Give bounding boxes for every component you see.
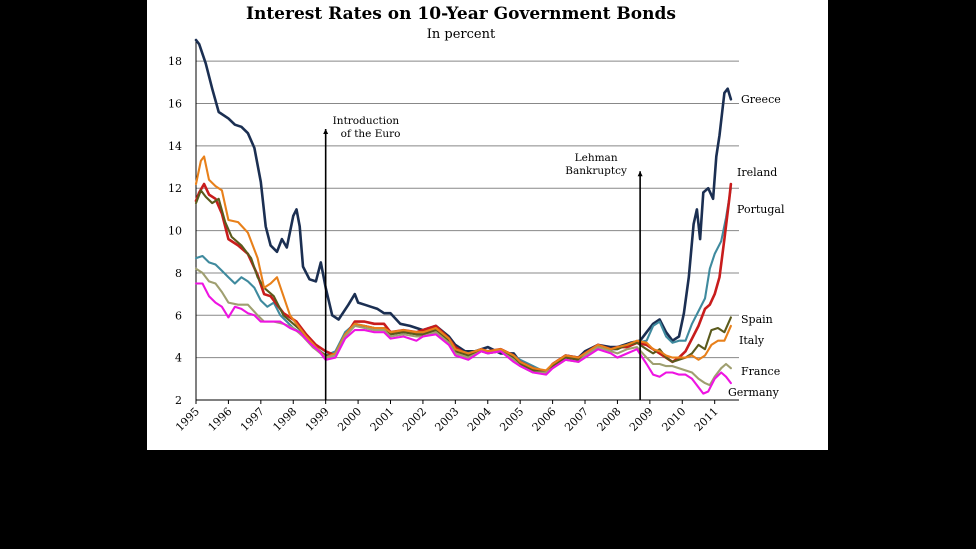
series-line-spain: [194, 189, 732, 374]
x-tick-label: 2009: [627, 405, 656, 434]
chart-subtitle: In percent: [427, 27, 496, 42]
series-line-germany: [194, 282, 732, 395]
y-tick-label: 6: [175, 309, 182, 322]
x-tick-label: 1998: [270, 405, 299, 434]
series-label-portugal: Portugal: [737, 203, 785, 216]
x-tick-label: 2010: [659, 405, 688, 434]
x-tick-label: 2000: [335, 405, 364, 434]
y-tick-label: 16: [168, 98, 182, 111]
y-tick-label: 2: [175, 394, 182, 407]
y-tick-label: 14: [168, 140, 182, 153]
x-tick-label: 1999: [303, 405, 332, 434]
axes: [195, 40, 739, 404]
annotation-arrowhead-lehman: [637, 171, 643, 177]
series-labels: Greece Ireland Portugal Spain Italy France Ger…: [728, 93, 785, 399]
x-tick-label: 2007: [562, 405, 591, 434]
x-tick-label: 2003: [432, 405, 461, 434]
x-tick-label: 2002: [400, 405, 429, 434]
y-tick-label: 18: [168, 55, 182, 68]
series-line-italy: [194, 155, 732, 372]
y-tick-label: 8: [175, 267, 182, 280]
gridlines: [196, 60, 739, 401]
annotation-text-lehman: Bankruptcy: [565, 165, 627, 177]
series-label-ireland: Ireland: [737, 166, 777, 179]
x-tick-label: 2008: [595, 405, 624, 434]
series-label-greece: Greece: [741, 93, 781, 106]
series-label-spain: Spain: [741, 313, 773, 326]
x-tick-label: 2005: [497, 405, 526, 434]
x-tick-label: 2001: [368, 405, 397, 434]
x-tick-label: 2006: [530, 405, 559, 434]
series-label-germany: Germany: [728, 386, 780, 399]
y-tick-label: 10: [168, 225, 182, 238]
x-tick-label: 2011: [692, 405, 721, 434]
x-tick-label: 2004: [465, 405, 494, 434]
bond-yield-chart: Interest Rates on 10-Year Government Bon…: [168, 4, 785, 434]
x-tick-label: 1996: [206, 405, 235, 434]
y-tick-label: 12: [168, 182, 182, 195]
series-label-france: France: [741, 365, 780, 378]
x-tick-label: 1995: [173, 405, 202, 434]
chart-title: Interest Rates on 10-Year Government Bon…: [246, 4, 676, 24]
series-lines: [194, 38, 733, 395]
annotation-text-euro: of the Euro: [341, 128, 401, 140]
series-line-ireland: [194, 187, 732, 374]
annotation-arrowhead-euro: [323, 128, 329, 134]
annotation-text-lehman: Lehman: [575, 152, 618, 164]
chart-panel: Interest Rates on 10-Year Government Bon…: [147, 0, 828, 450]
x-tick-label: 1997: [238, 405, 267, 434]
y-tick-label: 4: [175, 352, 182, 365]
annotation-text-euro: Introduction: [333, 115, 400, 127]
series-label-italy: Italy: [739, 334, 765, 347]
